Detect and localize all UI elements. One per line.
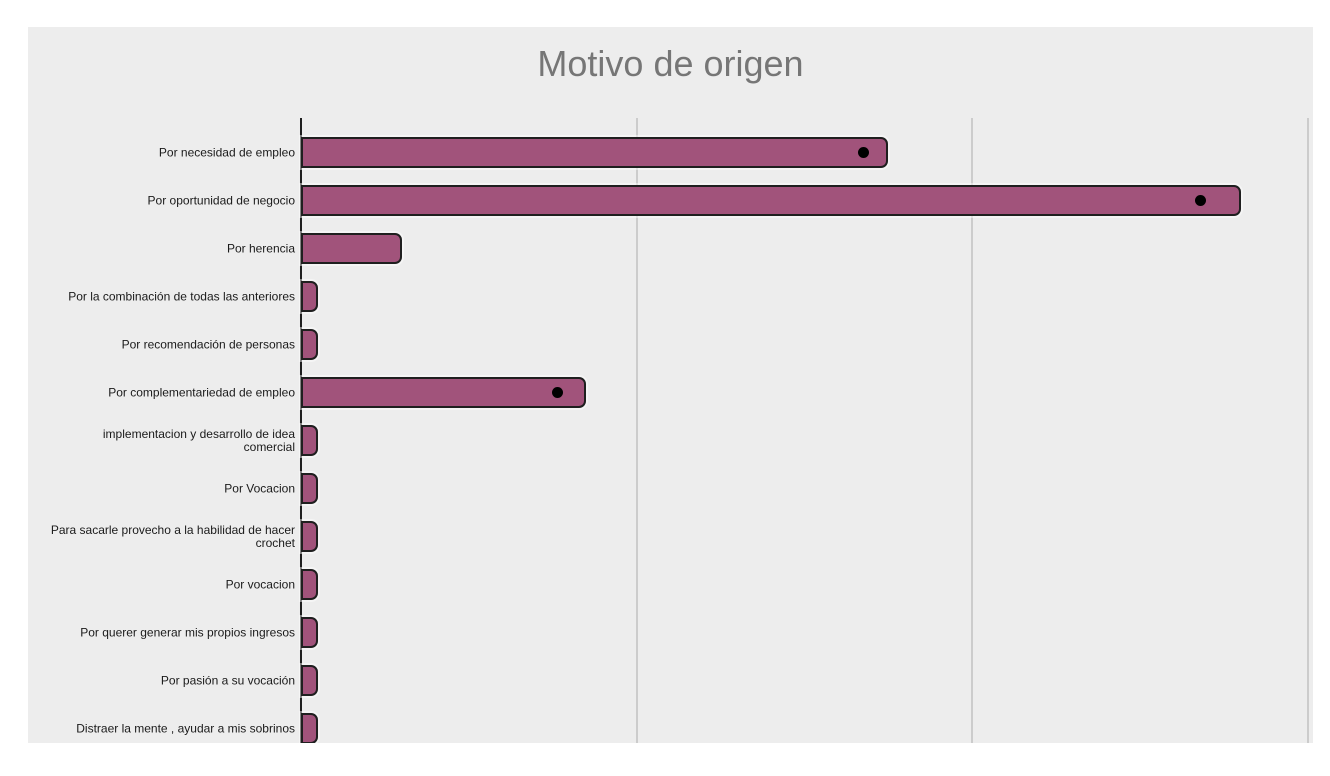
- bar[interactable]: [301, 713, 318, 743]
- category-label: Por pasión a su vocación: [160, 673, 295, 687]
- bar[interactable]: [301, 137, 889, 168]
- bar[interactable]: [301, 425, 318, 456]
- marker-dot: [552, 387, 564, 398]
- category-label: Por herencia: [226, 241, 295, 255]
- category-label: implementacion y desarrollo de idea come…: [102, 426, 295, 454]
- bar[interactable]: [301, 617, 318, 648]
- plot-area: Por necesidad de empleo Por oportunidad d…: [28, 27, 1313, 743]
- chart-container: Motivo de origen Por necesidad de empleo…: [28, 27, 1313, 743]
- category-label: Por oportunidad de negocio: [147, 193, 295, 207]
- category-label: Por Vocacion: [224, 481, 295, 495]
- bar[interactable]: [301, 185, 1241, 216]
- marker-dot: [857, 147, 869, 158]
- chart-title: Motivo de origen: [537, 43, 804, 84]
- bar[interactable]: [301, 665, 318, 696]
- category-label: Por complementariedad de empleo: [108, 385, 295, 399]
- category-label: Por la combinación de todas las anterior…: [68, 289, 295, 303]
- bar[interactable]: [301, 473, 318, 504]
- category-label: Distraer la mente , ayudar a mis sobrino…: [76, 721, 295, 735]
- gridline: [971, 118, 974, 743]
- category-label: Por querer generar mis propios ingresos: [80, 625, 295, 639]
- bar[interactable]: [301, 521, 318, 552]
- bar[interactable]: [301, 569, 318, 600]
- category-label: Por necesidad de empleo: [158, 145, 295, 159]
- bar[interactable]: [301, 281, 318, 312]
- marker-dot: [1195, 195, 1207, 206]
- category-label: Por recomendación de personas: [121, 337, 295, 351]
- category-label: Por vocacion: [225, 577, 295, 591]
- bar[interactable]: [301, 233, 402, 264]
- gridline: [635, 118, 638, 743]
- category-label: Para sacarle provecho a la habilidad de …: [50, 522, 295, 550]
- bar[interactable]: [301, 377, 587, 408]
- gridline: [1307, 118, 1309, 743]
- bar[interactable]: [301, 329, 318, 360]
